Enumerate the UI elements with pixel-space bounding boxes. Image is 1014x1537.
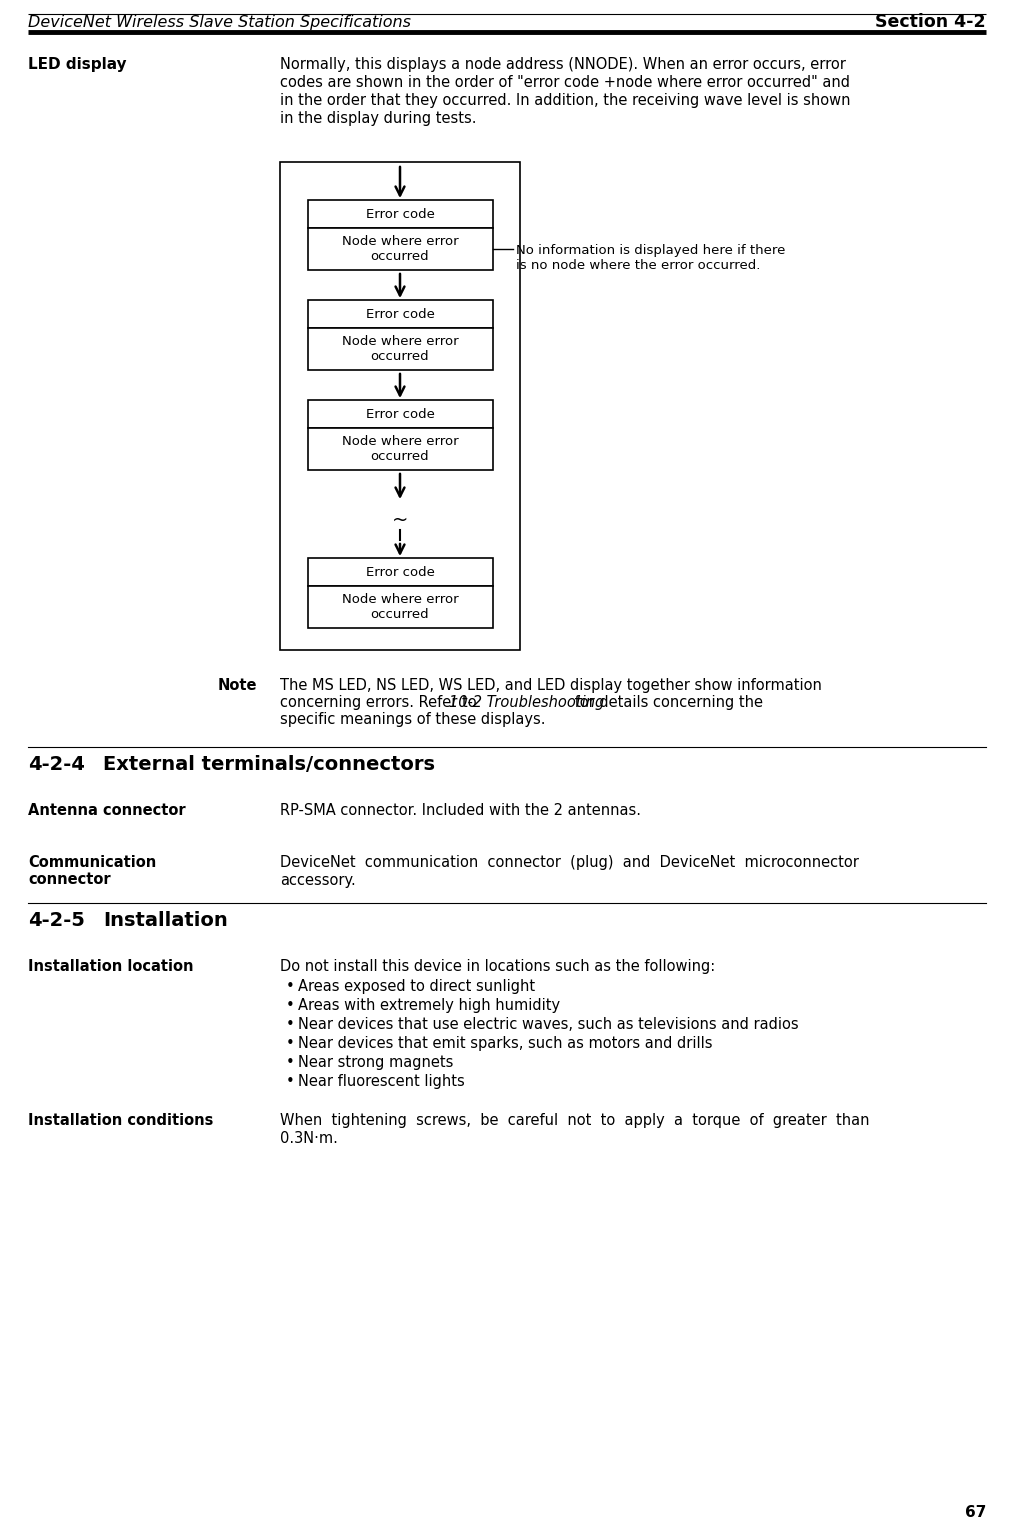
Text: LED display: LED display (28, 57, 127, 72)
Text: concerning errors. Refer to: concerning errors. Refer to (280, 695, 482, 710)
Text: Note: Note (218, 678, 258, 693)
Text: Installation: Installation (103, 911, 228, 930)
Text: Communication
connector: Communication connector (28, 855, 156, 887)
Text: Node where error
occurred: Node where error occurred (342, 435, 458, 463)
Text: •: • (286, 998, 295, 1013)
Bar (280, 161, 520, 650)
Text: •: • (286, 1074, 295, 1090)
Bar (307, 427, 493, 470)
Bar (307, 586, 493, 629)
Text: •: • (286, 1054, 295, 1070)
Bar (307, 327, 493, 370)
Text: is no node where the error occurred.: is no node where the error occurred. (516, 260, 760, 272)
Text: 67: 67 (964, 1505, 986, 1520)
Text: Error code: Error code (366, 207, 434, 220)
Text: 0.3N·m.: 0.3N·m. (280, 1131, 338, 1147)
Text: in the order that they occurred. In addition, the receiving wave level is shown: in the order that they occurred. In addi… (280, 94, 851, 108)
Text: •: • (286, 979, 295, 994)
Text: External terminals/connectors: External terminals/connectors (103, 755, 435, 775)
Text: codes are shown in the order of "error code +node where error occurred" and: codes are shown in the order of "error c… (280, 75, 850, 91)
Text: accessory.: accessory. (280, 873, 356, 888)
Bar (307, 400, 493, 427)
Text: Near strong magnets: Near strong magnets (298, 1054, 453, 1070)
Text: Installation conditions: Installation conditions (28, 1113, 213, 1128)
Bar (307, 558, 493, 586)
Text: Node where error
occurred: Node where error occurred (342, 235, 458, 263)
Text: Areas with extremely high humidity: Areas with extremely high humidity (298, 998, 560, 1013)
Text: Areas exposed to direct sunlight: Areas exposed to direct sunlight (298, 979, 535, 994)
Text: •: • (286, 1036, 295, 1051)
Text: Node where error
occurred: Node where error occurred (342, 593, 458, 621)
Text: 4-2-5: 4-2-5 (28, 911, 85, 930)
Text: ~: ~ (391, 510, 409, 530)
Text: •: • (286, 1017, 295, 1031)
Text: Near fluorescent lights: Near fluorescent lights (298, 1074, 464, 1090)
Text: Do not install this device in locations such as the following:: Do not install this device in locations … (280, 959, 715, 974)
Bar (307, 227, 493, 271)
Text: Near devices that emit sparks, such as motors and drills: Near devices that emit sparks, such as m… (298, 1036, 713, 1051)
Text: Antenna connector: Antenna connector (28, 802, 186, 818)
Text: The MS LED, NS LED, WS LED, and LED display together show information: The MS LED, NS LED, WS LED, and LED disp… (280, 678, 822, 693)
Text: 4-2-4: 4-2-4 (28, 755, 85, 775)
Text: Near devices that use electric waves, such as televisions and radios: Near devices that use electric waves, su… (298, 1017, 799, 1031)
Text: Node where error
occurred: Node where error occurred (342, 335, 458, 363)
Text: No information is displayed here if there: No information is displayed here if ther… (516, 244, 786, 257)
Text: Error code: Error code (366, 407, 434, 421)
Text: DeviceNet Wireless Slave Station Specifications: DeviceNet Wireless Slave Station Specifi… (28, 14, 411, 29)
Text: Error code: Error code (366, 566, 434, 578)
Bar (307, 300, 493, 327)
Text: for details concerning the: for details concerning the (571, 695, 764, 710)
Text: Installation location: Installation location (28, 959, 194, 974)
Text: DeviceNet  communication  connector  (plug)  and  DeviceNet  microconnector: DeviceNet communication connector (plug)… (280, 855, 859, 870)
Text: Error code: Error code (366, 307, 434, 321)
Text: When  tightening  screws,  be  careful  not  to  apply  a  torque  of  greater  : When tightening screws, be careful not t… (280, 1113, 869, 1128)
Text: 10-2 Troubleshooting: 10-2 Troubleshooting (449, 695, 604, 710)
Text: specific meanings of these displays.: specific meanings of these displays. (280, 712, 546, 727)
Text: in the display during tests.: in the display during tests. (280, 111, 477, 126)
Text: Section 4-2: Section 4-2 (875, 12, 986, 31)
Bar (307, 200, 493, 227)
Text: Normally, this displays a node address (NNODE). When an error occurs, error: Normally, this displays a node address (… (280, 57, 846, 72)
Text: RP-SMA connector. Included with the 2 antennas.: RP-SMA connector. Included with the 2 an… (280, 802, 641, 818)
